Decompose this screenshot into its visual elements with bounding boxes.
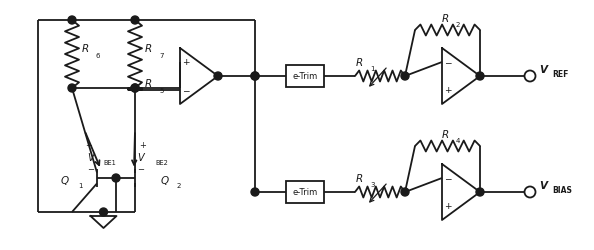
Circle shape [525, 187, 536, 198]
Text: R: R [145, 79, 152, 89]
Circle shape [214, 73, 222, 81]
Circle shape [476, 73, 484, 81]
Text: R: R [356, 173, 364, 183]
Text: R: R [145, 44, 152, 54]
Text: +: + [86, 141, 93, 150]
Text: 2: 2 [177, 182, 181, 188]
Text: +: + [444, 202, 452, 211]
Text: R: R [356, 58, 364, 68]
Text: −: − [182, 86, 189, 95]
Text: BE1: BE1 [103, 159, 116, 165]
Text: +: + [140, 141, 147, 150]
Text: BIAS: BIAS [552, 186, 572, 195]
Text: V: V [539, 180, 547, 190]
Circle shape [476, 188, 484, 196]
Circle shape [68, 17, 76, 25]
Text: −: − [444, 58, 452, 67]
Text: −: − [444, 174, 452, 183]
Text: REF: REF [552, 70, 568, 79]
Circle shape [112, 174, 120, 182]
Text: V: V [138, 152, 144, 162]
Circle shape [401, 73, 409, 81]
Bar [286, 181, 324, 203]
Circle shape [131, 85, 139, 93]
Text: R: R [441, 14, 448, 24]
Circle shape [251, 73, 259, 81]
Bar [286, 66, 324, 88]
Text: +: + [182, 58, 189, 67]
Text: 4: 4 [456, 138, 460, 143]
Circle shape [401, 188, 409, 196]
Circle shape [251, 73, 259, 81]
Text: 1: 1 [370, 66, 374, 72]
Text: 7: 7 [159, 53, 163, 59]
Circle shape [251, 188, 259, 196]
Circle shape [68, 85, 76, 93]
Text: V: V [539, 65, 547, 75]
Text: +: + [444, 86, 452, 95]
Text: Q: Q [161, 175, 169, 185]
Text: −: − [137, 165, 144, 174]
Text: −: − [87, 165, 94, 174]
Text: R: R [441, 130, 448, 140]
Circle shape [131, 17, 139, 25]
Circle shape [100, 208, 108, 216]
Text: Q: Q [61, 175, 69, 185]
Text: 5: 5 [159, 88, 163, 94]
Text: BE2: BE2 [156, 159, 169, 165]
Circle shape [131, 85, 139, 93]
Text: R: R [82, 44, 89, 54]
Text: 2: 2 [456, 22, 460, 28]
Text: 6: 6 [96, 53, 100, 59]
Text: 1: 1 [78, 182, 82, 188]
Circle shape [525, 71, 536, 82]
Text: 3: 3 [370, 181, 374, 187]
Text: V: V [88, 152, 94, 162]
Text: e-Trim: e-Trim [292, 188, 318, 197]
Text: e-Trim: e-Trim [292, 72, 318, 81]
